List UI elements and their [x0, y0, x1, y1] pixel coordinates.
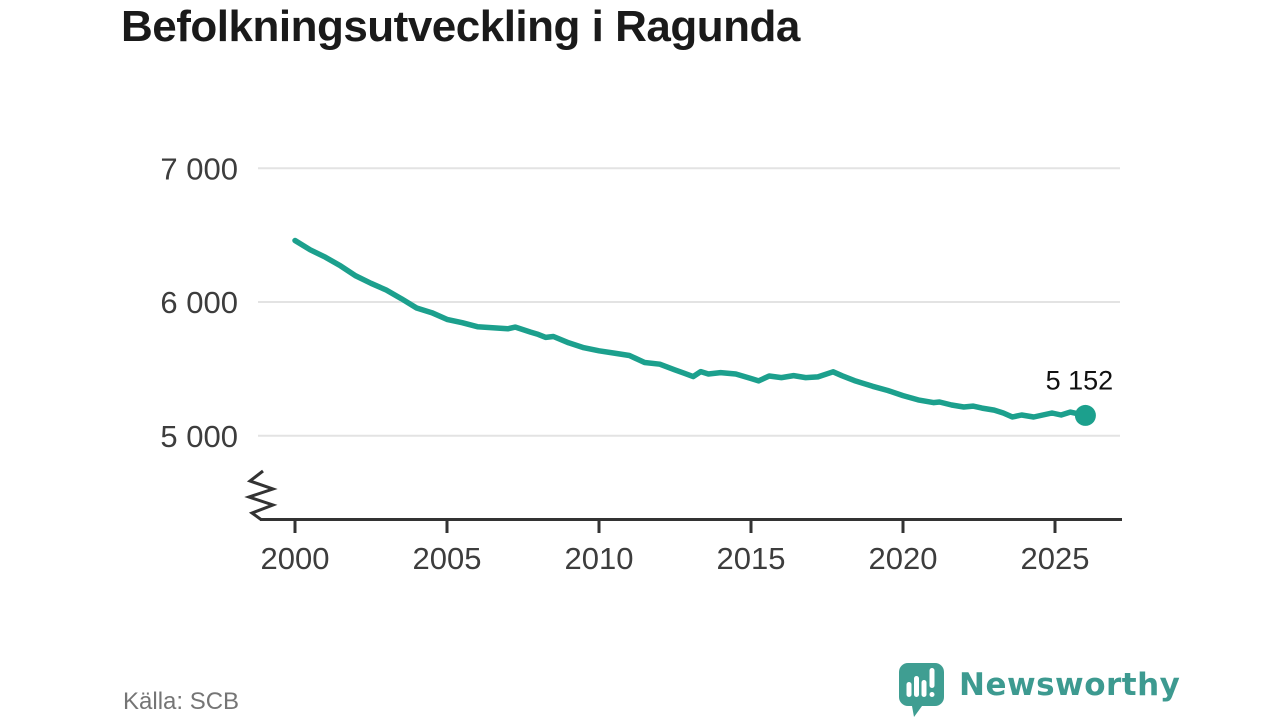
- population-line: [292, 237, 1089, 420]
- last-point-marker: [1074, 404, 1096, 426]
- newsworthy-bubble-chart-icon: [899, 663, 944, 717]
- bar-1: [906, 682, 912, 697]
- page-title: Befolkningsutveckling i Ragunda: [121, 2, 800, 51]
- x-axis: 2000 2005 2010 2015 2020 2025: [244, 469, 1122, 576]
- x-axis-tick-label: 2020: [869, 541, 938, 576]
- x-axis-tick-label: 2025: [1021, 541, 1090, 576]
- y-axis-labels: 7 000 6 000 5 000: [160, 151, 238, 454]
- newsworthy-logo-text: Newsworthy: [959, 667, 1181, 703]
- source-note: Källa: SCB: [123, 688, 240, 715]
- x-axis-tick-label: 2010: [565, 541, 634, 576]
- axis-break-icon: [244, 469, 278, 521]
- y-axis-tick-label: 5 000: [160, 419, 238, 454]
- bar-2: [914, 676, 919, 697]
- series-layer: [292, 237, 1089, 420]
- exclamation-dot: [929, 692, 935, 697]
- y-axis-tick-label: 7 000: [160, 151, 238, 186]
- x-axis-tick-label: 2005: [413, 541, 482, 576]
- x-axis-tick-labels: 2000 2005 2010 2015 2020 2025: [261, 541, 1090, 576]
- bar-3: [921, 680, 927, 697]
- x-axis-ticks: [293, 519, 1057, 533]
- x-axis-tick-label: 2000: [261, 541, 330, 576]
- gridlines: [258, 167, 1120, 437]
- y-axis-tick-label: 6 000: [160, 285, 238, 320]
- exclamation-bar: [929, 668, 935, 688]
- last-value-label: 5 152: [1046, 365, 1114, 395]
- newsworthy-logo: Newsworthy: [898, 663, 1180, 719]
- x-axis-tick-label: 2015: [717, 541, 786, 576]
